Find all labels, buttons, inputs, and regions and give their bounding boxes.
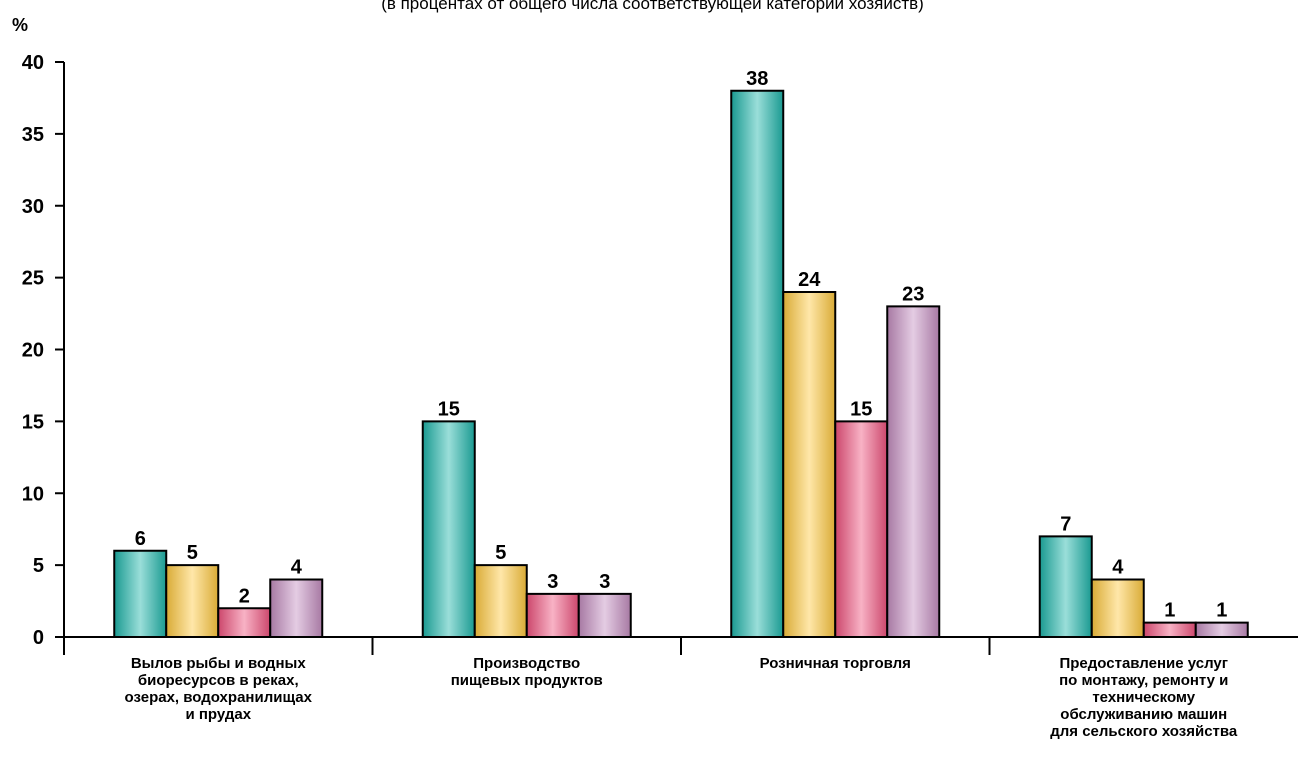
bar-value-label: 15 xyxy=(438,398,460,420)
bar-value-label: 38 xyxy=(746,68,768,90)
y-tick-label: 15 xyxy=(22,411,44,433)
x-category-label: Предоставление услуг по монтажу, ремонту… xyxy=(1050,655,1238,740)
y-tick-label: 20 xyxy=(22,340,44,362)
bar xyxy=(1038,535,1093,638)
y-tick-label: 5 xyxy=(33,555,44,577)
bar xyxy=(217,607,272,638)
bar xyxy=(886,305,941,638)
bar xyxy=(113,549,168,638)
x-category-label: Вылов рыбы и водных биоресурсов в реках,… xyxy=(124,655,312,723)
y-axis-unit-label: % xyxy=(12,15,29,35)
bar xyxy=(782,291,837,638)
bar xyxy=(1090,578,1145,638)
y-tick-label: 30 xyxy=(22,196,44,218)
bar xyxy=(525,592,580,638)
y-tick-label: 0 xyxy=(33,627,44,649)
y-tick-label: 35 xyxy=(22,124,44,146)
bar-value-label: 7 xyxy=(1060,513,1071,535)
bar-value-label: 5 xyxy=(187,542,198,564)
bar-value-label: 24 xyxy=(798,269,821,291)
bar-value-label: 4 xyxy=(291,557,303,579)
bar-value-label: 15 xyxy=(850,398,872,420)
bar xyxy=(1194,621,1249,638)
bar xyxy=(269,578,324,638)
bar xyxy=(473,564,528,638)
chart-subtitle: (в процентах от общего числа соответству… xyxy=(381,0,924,13)
x-category-label: Производство пищевых продуктов xyxy=(450,655,603,689)
y-tick-label: 40 xyxy=(22,52,44,74)
bar-value-label: 1 xyxy=(1216,600,1227,622)
bar xyxy=(577,592,632,638)
bar-value-label: 3 xyxy=(547,571,558,593)
bar-value-label: 1 xyxy=(1164,600,1175,622)
x-category-label: Розничная торговля xyxy=(759,655,911,672)
bar xyxy=(730,89,785,638)
bar-value-label: 23 xyxy=(902,283,924,305)
bar-value-label: 5 xyxy=(495,542,506,564)
bar-value-label: 2 xyxy=(239,585,250,607)
y-tick-label: 10 xyxy=(22,483,44,505)
bar-value-label: 4 xyxy=(1112,557,1124,579)
bar xyxy=(421,420,476,638)
bar-value-label: 6 xyxy=(135,528,146,550)
bar-value-label: 3 xyxy=(599,571,610,593)
y-tick-label: 25 xyxy=(22,268,44,290)
bar xyxy=(834,420,889,638)
bar xyxy=(165,564,220,638)
bar xyxy=(1142,621,1197,638)
